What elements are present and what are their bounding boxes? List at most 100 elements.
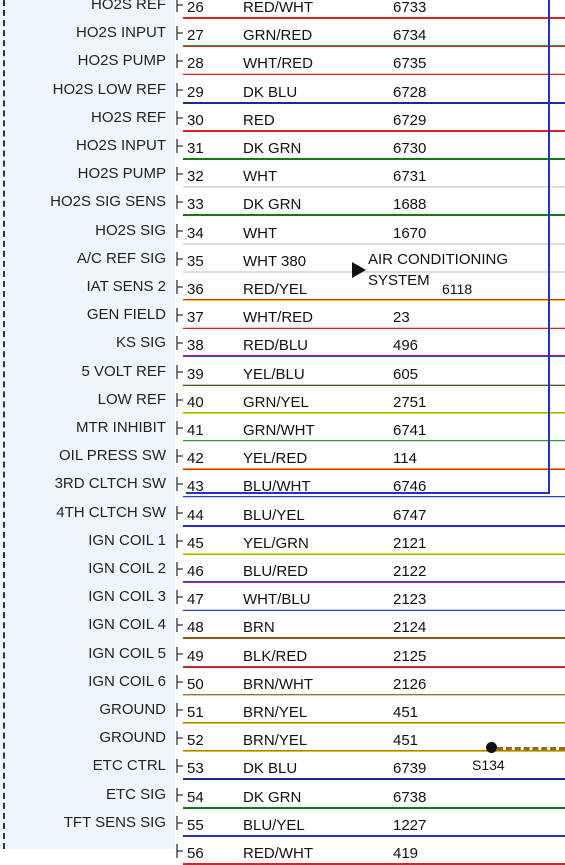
pin-circuit: 1227 bbox=[393, 816, 427, 834]
pin-bracket-icon bbox=[176, 477, 183, 492]
pin-bracket-icon bbox=[176, 421, 183, 435]
pin-circuit: 2121 bbox=[393, 534, 427, 552]
pin-bracket-icon bbox=[176, 562, 183, 576]
pin-pin: 45 bbox=[187, 534, 204, 552]
pin-bracket-icon bbox=[176, 392, 183, 407]
pin-circuit: 605 bbox=[393, 365, 419, 383]
wire-line bbox=[183, 270, 565, 273]
pin-circuit: 451 bbox=[393, 732, 419, 750]
pin-pin: 38 bbox=[187, 337, 204, 355]
pin-color: BRN/WHT bbox=[243, 675, 313, 693]
pin-circuit: 2751 bbox=[393, 393, 427, 411]
pin-color: DK GRN bbox=[243, 196, 302, 214]
pin-circuit: 6734 bbox=[393, 27, 427, 45]
pin-pin: 52 bbox=[187, 732, 204, 750]
pin-color: WHT/BLU bbox=[243, 591, 311, 609]
pin-circuit: 6747 bbox=[393, 506, 427, 524]
pin-circuit: 451 bbox=[393, 704, 419, 721]
pin-label: IGN COIL 4 bbox=[88, 616, 166, 634]
pin-label: MTR INHIBIT bbox=[76, 419, 166, 436]
pin-color: GRN/YEL bbox=[243, 393, 309, 411]
pin-pin: 27 bbox=[187, 27, 204, 45]
pin-pin: 39 bbox=[187, 365, 204, 383]
splice-dot-icon bbox=[486, 742, 497, 753]
pin-color: BRN/YEL bbox=[243, 704, 308, 721]
pin-color: DK BLU bbox=[243, 760, 298, 778]
pin-label: TFT SENS SIG bbox=[63, 813, 166, 831]
pin-bracket-icon bbox=[176, 167, 183, 182]
pin-bracket-icon bbox=[176, 251, 183, 266]
pin-color: BLU/YEL bbox=[243, 816, 305, 834]
pin-pin: 32 bbox=[187, 168, 204, 186]
pin-bracket-icon bbox=[176, 280, 183, 294]
wire-line bbox=[183, 722, 565, 724]
wire-line bbox=[183, 73, 565, 76]
pin-color: RED/YEL bbox=[243, 281, 308, 298]
pin-color: DK BLU bbox=[243, 83, 298, 101]
pin-color: WHT/RED bbox=[243, 55, 313, 73]
pin-pin: 48 bbox=[187, 619, 204, 637]
pin-circuit: 6741 bbox=[393, 422, 427, 439]
pin-pin: 44 bbox=[187, 506, 204, 524]
pin-pin: 37 bbox=[187, 309, 204, 327]
pin-label: HO2S INPUT bbox=[75, 137, 166, 154]
pin-pin: 47 bbox=[187, 591, 204, 609]
splice-wire bbox=[497, 747, 565, 750]
pin-label: GROUND bbox=[99, 729, 166, 747]
pin-pin: 49 bbox=[187, 647, 204, 665]
wire-line bbox=[183, 158, 565, 160]
wire-line bbox=[183, 411, 565, 414]
pin-pin: 33 bbox=[187, 196, 204, 214]
pin-label: HO2S LOW REF bbox=[52, 80, 166, 98]
wire-line bbox=[183, 129, 565, 132]
wire-line bbox=[183, 581, 565, 583]
pin-bracket-icon bbox=[176, 449, 183, 464]
wire-line bbox=[183, 355, 565, 358]
pin-bracket-icon bbox=[176, 618, 183, 633]
pin-bracket-icon bbox=[176, 505, 183, 520]
wire-line bbox=[183, 214, 565, 217]
ac-line1: AIR CONDITIONING bbox=[368, 251, 509, 268]
pin-label: 5 VOLT REF bbox=[81, 362, 166, 380]
pin-pin: 55 bbox=[187, 816, 204, 834]
pin-color: WHT 380 bbox=[243, 252, 307, 270]
wire-line bbox=[183, 186, 565, 189]
wire-line bbox=[183, 552, 565, 555]
wire-line bbox=[183, 693, 565, 696]
pin-label: HO2S SIG bbox=[95, 221, 166, 239]
pin-label: IGN COIL 3 bbox=[88, 588, 166, 606]
pin-color: BLU/YEL bbox=[243, 506, 305, 524]
wire-line bbox=[183, 327, 565, 330]
pin-bracket-icon bbox=[176, 308, 183, 323]
wire-line bbox=[183, 299, 565, 301]
pin-circuit: 2126 bbox=[393, 675, 427, 693]
pin-color: BRN/YEL bbox=[243, 732, 308, 750]
pin-label: IGN COIL 2 bbox=[88, 560, 166, 577]
pin-color: WHT bbox=[243, 224, 278, 242]
pin-circuit: 6729 bbox=[393, 111, 427, 129]
pin-bracket-icon bbox=[176, 815, 183, 830]
pin-color: YEL/GRN bbox=[243, 534, 309, 552]
pin-color: YEL/BLU bbox=[243, 365, 305, 383]
pin-bracket-icon bbox=[176, 26, 183, 41]
pin-pin: 34 bbox=[187, 224, 204, 242]
ac-line2: SYSTEM bbox=[368, 272, 430, 289]
pin-bracket-icon bbox=[176, 590, 183, 605]
pin-pin: 31 bbox=[187, 140, 204, 157]
pin-pin: 36 bbox=[187, 281, 204, 298]
pin-color: YEL/RED bbox=[243, 450, 308, 468]
ac-arrow-icon bbox=[352, 262, 366, 278]
pin-bracket-icon bbox=[176, 223, 183, 238]
pin-bracket-icon bbox=[176, 674, 183, 689]
pin-pin: 54 bbox=[187, 788, 204, 806]
pin-pin: 41 bbox=[187, 422, 204, 439]
pin-label: 3RD CLTCH SW bbox=[54, 475, 166, 493]
pin-circuit: 2122 bbox=[393, 563, 427, 580]
pin-pin: 43 bbox=[187, 478, 204, 496]
pin-circuit: 2125 bbox=[393, 647, 427, 665]
pin-label: IGN COIL 5 bbox=[88, 644, 166, 662]
wire-line bbox=[183, 806, 565, 809]
wire-line bbox=[183, 440, 565, 442]
pin-circuit: 2123 bbox=[393, 591, 427, 609]
wire-line bbox=[183, 524, 565, 527]
